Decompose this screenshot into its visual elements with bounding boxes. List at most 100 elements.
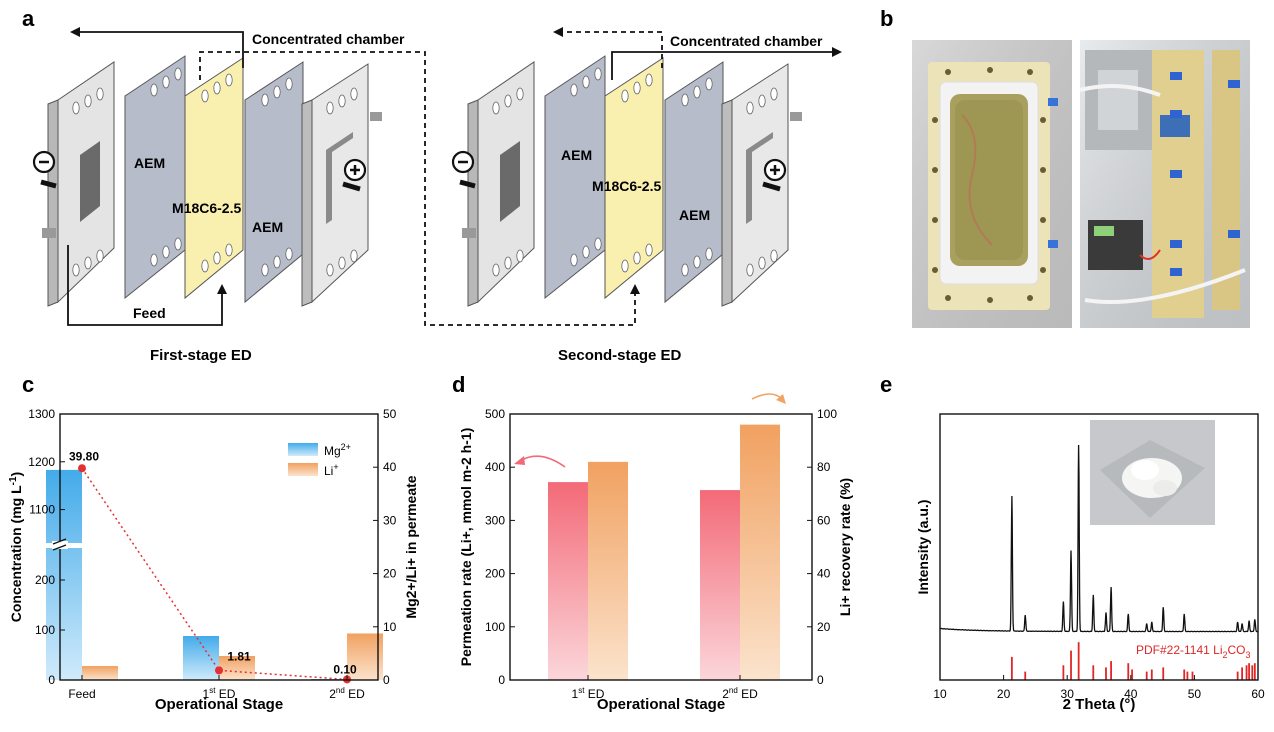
tick-label-right: 20 [383,567,397,581]
chart-e-frame [939,413,1259,681]
plate-bolt [42,228,56,238]
tick-label-right: 0 [383,673,390,687]
tick-label-left: 1200 [28,455,55,469]
first-stage-stack [42,55,382,307]
chart-d-axis-arrows [514,393,786,468]
legend-swatch-li [288,463,318,476]
electrode-window-left [80,141,100,222]
sheet-hole [285,77,293,91]
plate-hole [84,94,92,108]
bar-mg-0 [46,469,82,680]
electrode-bracket-right [326,132,353,224]
sheet-hole [645,73,653,87]
bar-recovery-1 [740,424,780,680]
chart-c-axis-break [52,538,68,551]
aem-sheet-2 [664,61,724,304]
membrane-sheet [184,57,244,300]
tick-label-right: 0 [817,673,824,687]
plate-hole [746,263,754,277]
tick-label-right: 20 [817,620,831,634]
tick-label-x: 20 [997,687,1011,701]
ratio-point-0 [78,464,86,473]
tick-label-left: 200 [485,567,505,581]
plate-hole [338,256,346,270]
sheet-hole [582,75,590,89]
sheet-hole [285,247,293,261]
chart-d-ylabel-right: Li+ recovery rate (%) [837,478,853,616]
plate-hole [96,87,104,101]
tick-label-left: 300 [485,513,505,527]
end-plate-right-side [721,99,733,307]
sheet-hole [594,237,602,251]
aem-label-2a: AEM [561,147,592,163]
plate-hole [84,256,92,270]
plate-hole [492,101,500,115]
sheet-hole [633,81,641,95]
category-label-1: 2nd ED [722,686,758,701]
panel-label-b: b [880,6,893,31]
tick-label-x: 30 [1061,687,1075,701]
tick-label-left: 100 [485,620,505,634]
panel-label-e: e [880,372,892,397]
inset-photo-powder [1090,420,1215,525]
tick-label-right: 100 [817,407,837,421]
legend-label-mg: Mg2+ [324,442,351,458]
plate-bolt [370,112,382,121]
tick-label-x: 50 [1188,687,1202,701]
aem-label-1b: AEM [252,219,283,235]
sheet-hole [705,247,713,261]
plate-hole [350,87,358,101]
sheet-hole [582,245,590,259]
bar-li-1 [219,656,255,680]
panel-label-a: a [22,6,35,31]
chart-d-frame [509,413,813,681]
electrode-window-left [500,141,520,222]
aem-label-2b: AEM [679,207,710,223]
ratio-line [81,467,348,681]
panel-label-d: d [452,372,465,397]
tick-label-right: 60 [817,513,831,527]
ratio-label-0: 39.80 [69,449,99,463]
sheet-hole [693,85,701,99]
bar-permeation-1 [700,490,740,680]
chart-d: 0 100 200 300 400 500 0 20 40 60 80 100 1st ED 2nd ED… [458,393,853,713]
first-stage-flows [67,27,842,326]
tick-label-right: 40 [817,567,831,581]
chart-e-ylabel: Intensity (a.u.) [915,500,931,595]
plate-hole [72,263,80,277]
chart-d-ylabel-left: Permeation rate (Li+, mmol m-2 h-1) [458,428,474,666]
tick-label-x: 60 [1251,687,1265,701]
sheet-hole [693,255,701,269]
photo-membrane-cell [912,40,1072,328]
reference-label: PDF#22-1141 Li2CO3 [1136,643,1251,660]
plate-hole [758,256,766,270]
plate-hole [770,87,778,101]
tick-label-left: 200 [35,573,55,587]
end-plate-right-side [301,99,313,307]
concentrated-chamber-label-1: Concentrated chamber [252,31,405,47]
tick-label-left: 0 [48,673,55,687]
chart-d-xlabel: Operational Stage [597,696,725,713]
sheet-hole [570,83,578,97]
plate-hole [326,101,334,115]
bar-recovery-0 [588,461,628,680]
plate-hole [516,87,524,101]
plate-hole [96,249,104,263]
sheet-hole [621,259,629,273]
sheet-hole [150,83,158,97]
tick-label-right: 50 [383,407,397,421]
sheet-hole [150,253,158,267]
chart-c: 39.80 1.81 0.10 0 100 200 1100 1200 1300 0 10 20 30… [8,407,419,713]
sheet-hole [621,89,629,103]
ratio-label-1: 1.81 [227,649,251,663]
tick-label-right: 10 [383,620,397,634]
sheet-hole [213,81,221,95]
plate-hole [746,101,754,115]
plus-electrode-2 [762,158,787,192]
tick-label-left: 100 [35,623,55,637]
minus-electrode-2 [451,150,476,189]
tick-label-left: 0 [498,673,505,687]
panel-label-c: c [22,372,34,397]
plate-bolt [790,112,802,121]
